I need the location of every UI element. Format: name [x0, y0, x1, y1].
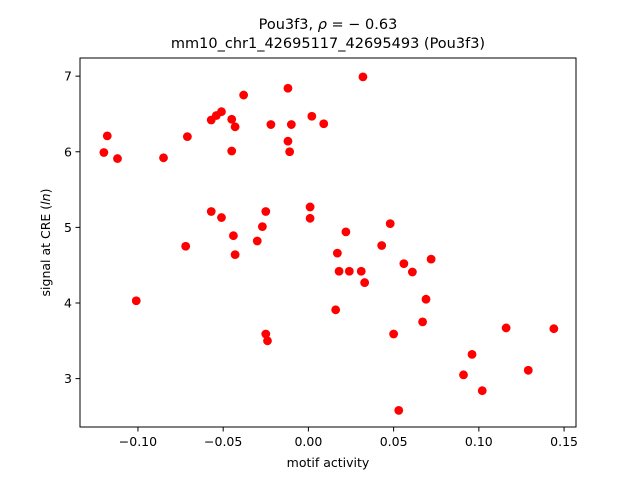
data-point-8: [206, 207, 216, 216]
data-points: [99, 72, 559, 415]
x-tick-label: 0.15: [550, 434, 578, 449]
data-point-31: [319, 119, 329, 129]
x-tick-label: −0.05: [204, 434, 242, 449]
data-point-14: [229, 231, 238, 241]
data-point-51: [477, 386, 487, 396]
data-point-35: [341, 227, 351, 237]
data-point-32: [331, 305, 341, 315]
data-point-42: [389, 329, 399, 339]
data-point-22: [263, 336, 272, 346]
data-point-18: [252, 236, 262, 246]
data-point-36: [344, 266, 354, 276]
data-point-46: [418, 317, 427, 327]
data-point-5: [181, 241, 191, 251]
data-point-34: [334, 266, 344, 276]
data-point-29: [305, 202, 315, 212]
y-tick-label: 4: [64, 295, 72, 310]
data-point-24: [283, 83, 293, 93]
x-tick-label: −0.10: [119, 434, 157, 449]
data-point-13: [227, 146, 237, 156]
data-point-33: [332, 248, 342, 258]
data-point-16: [230, 250, 240, 259]
data-point-37: [356, 266, 366, 276]
data-point-48: [426, 254, 436, 264]
data-point-50: [467, 350, 477, 359]
y-axis-ticks: 3 4 5 6 7: [64, 69, 80, 386]
chart-title-line2: mm10_chr1_42695117_42695493 (Pou3f3): [171, 36, 485, 52]
data-point-41: [385, 219, 395, 229]
data-point-47: [421, 294, 431, 304]
chart-title-line1: Pou3f3, ρ = − 0.63: [259, 17, 398, 33]
data-point-54: [549, 324, 559, 334]
data-point-17: [239, 90, 249, 100]
x-tick-label: 0.10: [465, 434, 493, 449]
y-tick-label: 6: [64, 144, 72, 159]
data-point-39: [360, 278, 370, 287]
data-point-3: [131, 296, 141, 306]
data-point-6: [182, 132, 192, 142]
data-point-53: [523, 365, 533, 375]
data-point-52: [501, 323, 511, 333]
x-axis-ticks: −0.10 −0.05 0.00 0.05 0.10 0.15: [119, 427, 578, 449]
data-point-12: [227, 114, 237, 124]
data-point-0: [99, 148, 109, 157]
axes-frame: [79, 57, 577, 428]
data-point-15: [230, 122, 240, 132]
data-point-19: [257, 222, 267, 232]
data-point-1: [102, 131, 112, 141]
x-axis-label: motif activity: [287, 455, 370, 470]
data-point-28: [305, 213, 315, 223]
data-point-23: [266, 120, 276, 129]
data-point-11: [217, 213, 226, 222]
data-point-49: [459, 370, 468, 380]
y-tick-label: 3: [64, 371, 72, 386]
data-point-4: [159, 153, 168, 163]
y-tick-label: 7: [64, 69, 72, 84]
data-point-26: [285, 147, 295, 157]
data-point-43: [394, 405, 404, 415]
data-point-44: [399, 259, 409, 269]
data-point-45: [407, 267, 417, 277]
data-point-40: [377, 241, 387, 250]
data-point-25: [283, 136, 293, 146]
data-point-30: [307, 111, 317, 121]
data-point-2: [113, 154, 122, 163]
data-point-21: [261, 329, 271, 339]
x-tick-label: 0.05: [380, 434, 408, 449]
data-point-27: [286, 120, 296, 129]
y-axis-label: signal at CRE (ln): [38, 189, 53, 297]
y-tick-label: 5: [64, 220, 72, 235]
data-point-10: [217, 107, 226, 117]
x-tick-label: 0.00: [294, 434, 322, 449]
data-point-38: [358, 72, 368, 82]
data-point-20: [261, 207, 271, 216]
